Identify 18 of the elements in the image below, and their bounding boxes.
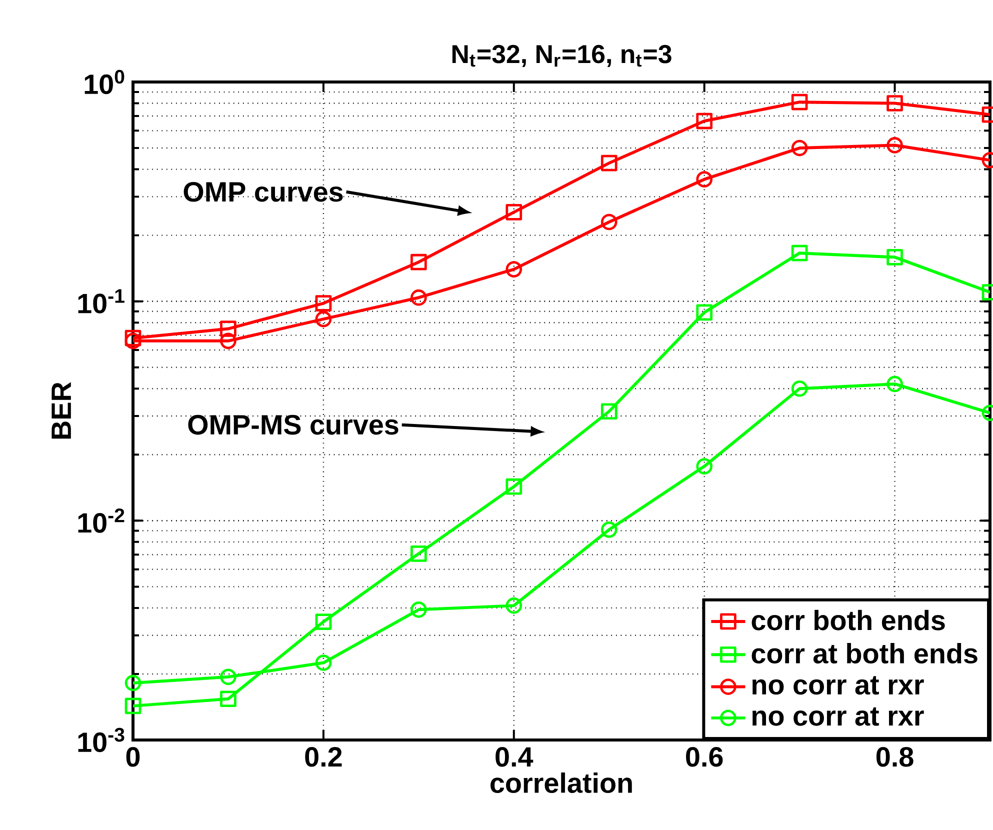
legend-label: no corr at rxr bbox=[752, 676, 924, 695]
chart-title: N$_{t}$=32, N$_{r}$=16, n$_{t}$=3 bbox=[452, 44, 672, 67]
y-tick-label: 10$^{-1}$ bbox=[78, 289, 124, 314]
x-tick-label: 0 bbox=[126, 747, 140, 767]
legend-label: corr both ends bbox=[752, 610, 945, 630]
legend-label: corr at both ends bbox=[752, 643, 978, 664]
x-tick-label: 0.6 bbox=[686, 747, 723, 767]
annotation: OMP-MS curves bbox=[188, 414, 398, 435]
y-tick-label: 10$^{-3}$ bbox=[78, 728, 124, 752]
y-tick-label: 10$^{0}$ bbox=[84, 70, 124, 94]
x-axis-title: correlation bbox=[490, 772, 632, 793]
x-tick-label: 0.4 bbox=[496, 747, 534, 767]
legend-label: no corr at rxr bbox=[752, 707, 924, 726]
x-tick-label: 0.8 bbox=[876, 747, 914, 767]
y-tick-label: 10$^{-2}$ bbox=[78, 508, 124, 533]
annotation: OMP curves bbox=[184, 182, 343, 202]
x-tick-label: 0.2 bbox=[305, 747, 342, 767]
y-axis-title: BER bbox=[52, 382, 71, 439]
